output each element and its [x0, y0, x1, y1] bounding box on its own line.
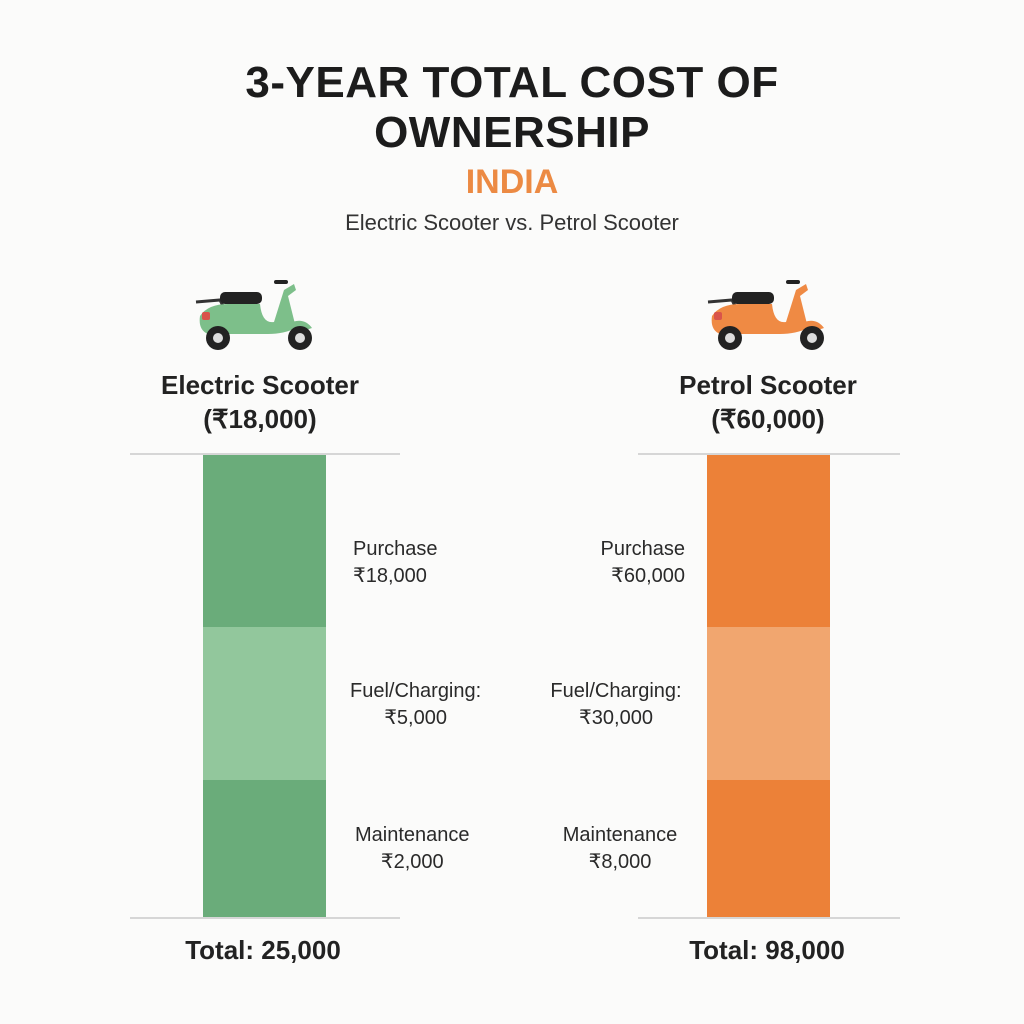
scooter-seat — [732, 292, 774, 304]
petrol-price: (₹60,000) — [711, 404, 825, 434]
electric-maintenance-label: Maintenance ₹2,000 — [355, 824, 470, 873]
electric-bar-purchase — [203, 455, 326, 627]
electric-stacked-bar — [203, 455, 326, 917]
electric-purchase-label: Purchase ₹18,000 — [353, 538, 438, 587]
scooter-body — [711, 284, 808, 334]
petrol-fuel-label: Fuel/Charging: ₹30,000 — [550, 680, 682, 729]
electric-total: Total: 25,000 — [185, 935, 341, 965]
petrol-bar-fuel — [707, 627, 830, 780]
country-label: INDIA — [465, 163, 559, 201]
petrol-column-title: Petrol Scooter (₹60,000) — [618, 368, 918, 436]
petrol-maintenance-label: Maintenance ₹8,000 — [562, 824, 678, 873]
petrol-bar-maintenance — [707, 780, 830, 917]
electric-price: (₹18,000) — [203, 404, 317, 434]
electric-scooter-icon — [195, 280, 312, 350]
electric-bar-fuel — [203, 627, 326, 780]
electric-bottom-rule — [130, 917, 400, 919]
petrol-total: Total: 98,000 — [689, 935, 845, 965]
electric-bar-maintenance — [203, 780, 326, 917]
electric-top-rule — [130, 453, 400, 455]
scooter-body — [199, 284, 296, 334]
petrol-bar-purchase — [707, 455, 830, 627]
scooter-taillight — [714, 312, 722, 320]
chart-title: 3-YEAR TOTAL COST OF OWNERSHIP — [0, 58, 1024, 158]
petrol-top-rule — [638, 453, 900, 455]
petrol-scooter-icon — [707, 280, 824, 350]
petrol-name: Petrol Scooter — [679, 370, 857, 400]
electric-column-title: Electric Scooter (₹18,000) — [110, 368, 410, 436]
petrol-bottom-rule — [638, 917, 900, 919]
petrol-stacked-bar — [707, 455, 830, 917]
subtitle: Electric Scooter vs. Petrol Scooter — [345, 210, 679, 235]
scooter-handle — [274, 280, 288, 284]
electric-fuel-label: Fuel/Charging: ₹5,000 — [350, 680, 482, 729]
title-line-2: OWNERSHIP — [374, 108, 650, 157]
electric-name: Electric Scooter — [161, 370, 359, 400]
title-line-1: 3-YEAR TOTAL COST OF — [245, 58, 779, 107]
scooter-seat — [220, 292, 262, 304]
petrol-purchase-label: Purchase ₹60,000 — [600, 538, 686, 587]
scooter-handle — [786, 280, 800, 284]
scooter-taillight — [202, 312, 210, 320]
